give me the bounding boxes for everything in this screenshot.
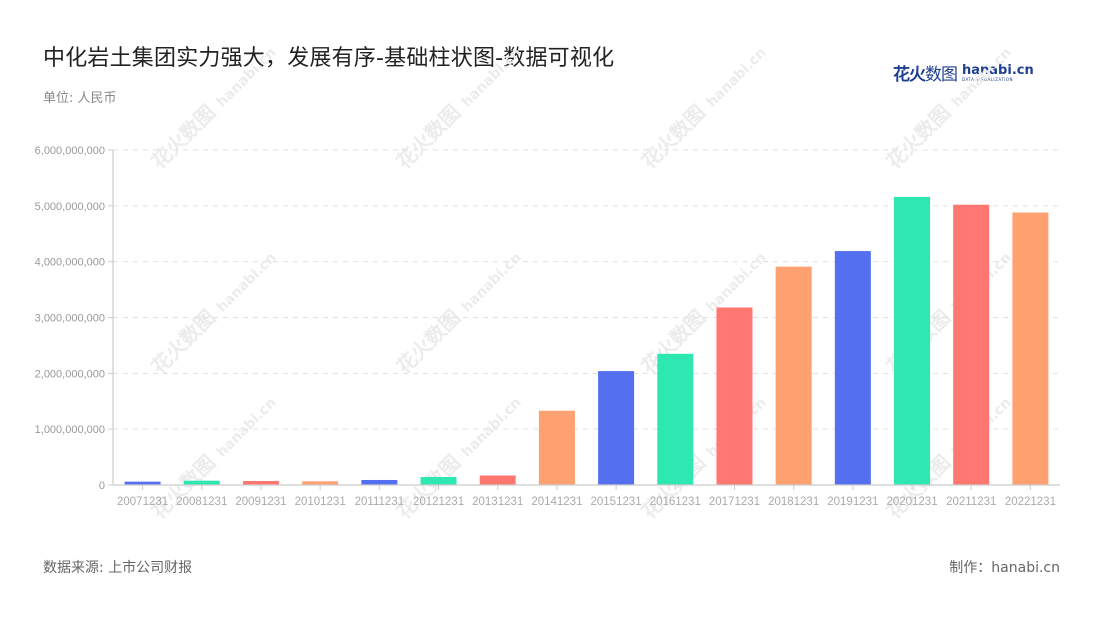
bar[interactable] xyxy=(479,475,516,485)
gridlines xyxy=(113,149,1060,430)
x-tick-label: 20161231 xyxy=(650,496,701,508)
x-tick-label: 20201231 xyxy=(886,496,937,508)
svg-text:花火数图: 花火数图 xyxy=(392,450,466,524)
x-tick-label: 20211231 xyxy=(946,496,996,508)
watermark-layer: 花火数图hanabi.cn花火数图hanabi.cn花火数图hanabi.cn花… xyxy=(147,45,1015,524)
bar[interactable] xyxy=(538,410,575,485)
x-tick-label: 20121231 xyxy=(413,496,464,508)
y-tick-label: 0 xyxy=(99,480,105,492)
unit-label: 单位: 人民币 xyxy=(43,91,117,106)
logo-cn-text: 花火数图 xyxy=(893,65,958,85)
x-tick-label: 20101231 xyxy=(295,496,346,508)
logo-en-text: hanabi.cn DATA VISUALIZATION xyxy=(962,62,1034,82)
svg-text:花火数图: 花火数图 xyxy=(147,450,221,524)
svg-text:hanabi.cn: hanabi.cn xyxy=(214,250,280,316)
x-tick-label: 20131231 xyxy=(472,496,523,508)
x-tick-label: 20171231 xyxy=(709,496,760,508)
y-tick-label: 2,000,000,000 xyxy=(35,368,105,380)
svg-text:hanabi.cn: hanabi.cn xyxy=(459,250,525,316)
x-tick-label: 20221231 xyxy=(1005,496,1056,508)
x-tick-label: 20151231 xyxy=(591,496,642,508)
maker-credit: 制作：hanabi.cn xyxy=(949,560,1060,576)
y-tick-label: 6,000,000,000 xyxy=(35,145,105,157)
svg-text:hanabi.cn: hanabi.cn xyxy=(704,250,770,316)
bar[interactable] xyxy=(775,266,812,485)
bar[interactable] xyxy=(183,480,220,485)
bar[interactable] xyxy=(834,251,871,485)
bar[interactable] xyxy=(953,204,990,485)
x-tick-label: 20191231 xyxy=(827,496,878,508)
x-tick-label: 20091231 xyxy=(235,496,286,508)
hanabi-logo: 花火数图 hanabi.cn DATA VISUALIZATION xyxy=(893,60,1034,86)
bar[interactable] xyxy=(420,477,457,485)
bar[interactable] xyxy=(716,307,753,485)
svg-text:hanabi.cn: hanabi.cn xyxy=(459,45,525,111)
bar[interactable] xyxy=(1012,212,1049,486)
x-tick-label: 20071231 xyxy=(117,496,168,508)
bar[interactable] xyxy=(598,371,635,485)
bar[interactable] xyxy=(242,480,279,485)
svg-text:hanabi.cn: hanabi.cn xyxy=(214,395,280,461)
svg-text:花火数图: 花火数图 xyxy=(637,100,711,174)
svg-text:hanabi.cn: hanabi.cn xyxy=(704,45,770,111)
chart-title: 中化岩土集团实力强大，发展有序-基础柱状图-数据可视化 xyxy=(43,46,615,71)
x-tick-label: 20141231 xyxy=(531,496,582,508)
bar[interactable] xyxy=(657,353,694,485)
x-tick-label: 20111231 xyxy=(355,496,404,508)
svg-text:hanabi.cn: hanabi.cn xyxy=(459,395,525,461)
y-tick-label: 5,000,000,000 xyxy=(35,201,105,213)
bar[interactable] xyxy=(124,481,161,485)
svg-text:花火数图: 花火数图 xyxy=(392,100,466,174)
svg-text:花火数图: 花火数图 xyxy=(882,100,956,174)
x-tick-label: 20081231 xyxy=(176,496,227,508)
svg-text:花火数图: 花火数图 xyxy=(147,100,221,174)
svg-text:hanabi.cn: hanabi.cn xyxy=(949,45,1015,111)
bar[interactable] xyxy=(894,196,931,485)
y-axis: 0 1,000,000,000 2,000,000,000 3,000,000,000… xyxy=(35,145,114,492)
svg-text:hanabi.cn: hanabi.cn xyxy=(214,45,280,111)
svg-text:花火数图: 花火数图 xyxy=(147,305,221,379)
bar[interactable] xyxy=(361,479,398,485)
y-tick-label: 1,000,000,000 xyxy=(35,424,105,436)
y-tick-label: 4,000,000,000 xyxy=(35,257,105,269)
bar[interactable] xyxy=(302,481,339,485)
x-tick-label: 20181231 xyxy=(768,496,819,508)
x-axis: 20071231 20081231 20091231 20101231 20111231… xyxy=(113,484,1060,508)
data-source: 数据来源: 上市公司财报 xyxy=(43,560,193,576)
svg-text:花火数图: 花火数图 xyxy=(392,305,466,379)
bars xyxy=(124,196,1049,486)
y-tick-label: 3,000,000,000 xyxy=(35,313,105,325)
